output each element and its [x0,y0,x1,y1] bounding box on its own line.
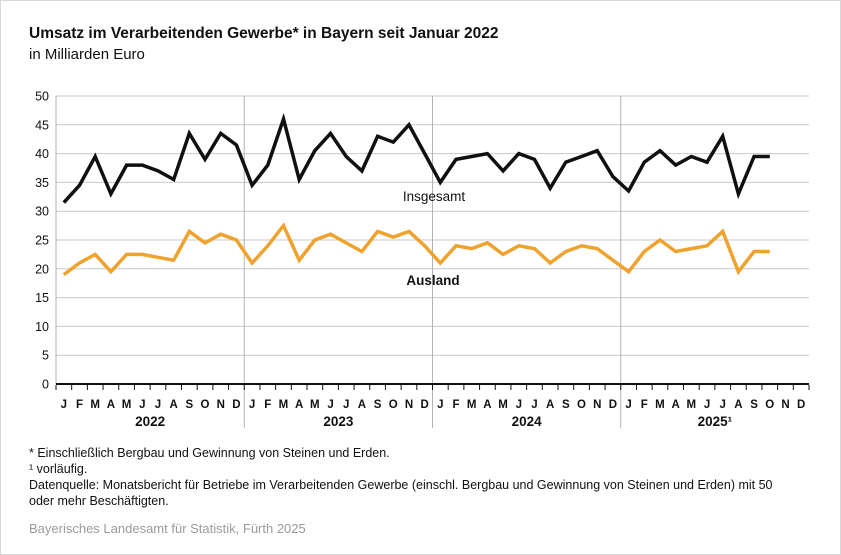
month-label: A [483,399,491,411]
y-axis-label: 50 [35,90,49,104]
month-label: F [453,399,460,411]
month-label: A [107,399,115,411]
month-label: A [295,399,303,411]
month-label: A [358,399,366,411]
month-label: J [516,399,522,411]
month-label: D [421,399,429,411]
month-label: J [155,399,161,411]
footnote-preliminary: ¹ vorläufig. [29,462,88,476]
month-label: D [797,399,805,411]
month-label: J [327,399,333,411]
month-label: O [577,399,586,411]
series-label-ausland: Ausland [406,273,459,288]
month-label: M [467,399,477,411]
chart-title: Umsatz im Verarbeitenden Gewerbe* in Bay… [29,25,499,42]
y-axis-label: 40 [35,147,49,161]
month-label: J [437,399,443,411]
y-axis-label: 45 [35,118,49,132]
year-label: 2023 [323,414,354,429]
month-label: S [374,399,382,411]
y-axis-label: 35 [35,176,49,190]
month-label: S [750,399,758,411]
footnote-source: Datenquelle: Monatsbericht für Betriebe … [29,478,773,508]
y-axis-label: 25 [35,234,49,248]
month-label: M [655,399,665,411]
month-label: M [279,399,289,411]
footnote-asterisk: * Einschließlich Bergbau und Gewinnung v… [29,446,390,460]
chart-subtitle: in Milliarden Euro [29,46,145,63]
y-axis-label: 15 [35,291,49,305]
series-label-insgesamt: Insgesamt [403,189,466,204]
month-label: J [139,399,145,411]
month-label: O [201,399,210,411]
month-label: O [765,399,774,411]
month-label: J [720,399,726,411]
month-label: O [389,399,398,411]
month-label: N [217,399,225,411]
month-label: J [61,399,67,411]
month-label: D [609,399,617,411]
month-label: N [593,399,601,411]
month-label: S [562,399,570,411]
year-label: 2025¹ [698,414,733,429]
year-label: 2024 [512,414,543,429]
y-axis-label: 0 [42,378,49,392]
month-label: A [170,399,178,411]
month-label: M [122,399,132,411]
publisher-credit: Bayerisches Landesamt für Statistik, Für… [29,521,306,536]
month-label: J [704,399,710,411]
y-axis-label: 5 [42,349,49,363]
month-label: S [186,399,194,411]
month-label: N [405,399,413,411]
month-label: F [76,399,83,411]
year-label: 2022 [135,414,165,429]
y-axis-label: 20 [35,262,49,276]
month-label: D [232,399,240,411]
series-line-insgesamt [62,112,770,204]
month-label: J [249,399,255,411]
month-label: J [343,399,349,411]
month-label: M [687,399,697,411]
month-label: J [531,399,537,411]
month-label: A [546,399,554,411]
month-label: F [264,399,271,411]
month-label: M [498,399,508,411]
month-label: M [90,399,100,411]
y-axis-label: 10 [35,320,49,334]
month-label: F [641,399,648,411]
month-label: A [734,399,742,411]
month-label: A [672,399,680,411]
month-label: J [625,399,631,411]
series-line-ausland [62,222,770,277]
footnotes-block: * Einschließlich Bergbau und Gewinnung v… [29,445,797,509]
month-label: N [781,399,789,411]
y-axis-label: 30 [35,205,49,219]
month-label: M [310,399,320,411]
